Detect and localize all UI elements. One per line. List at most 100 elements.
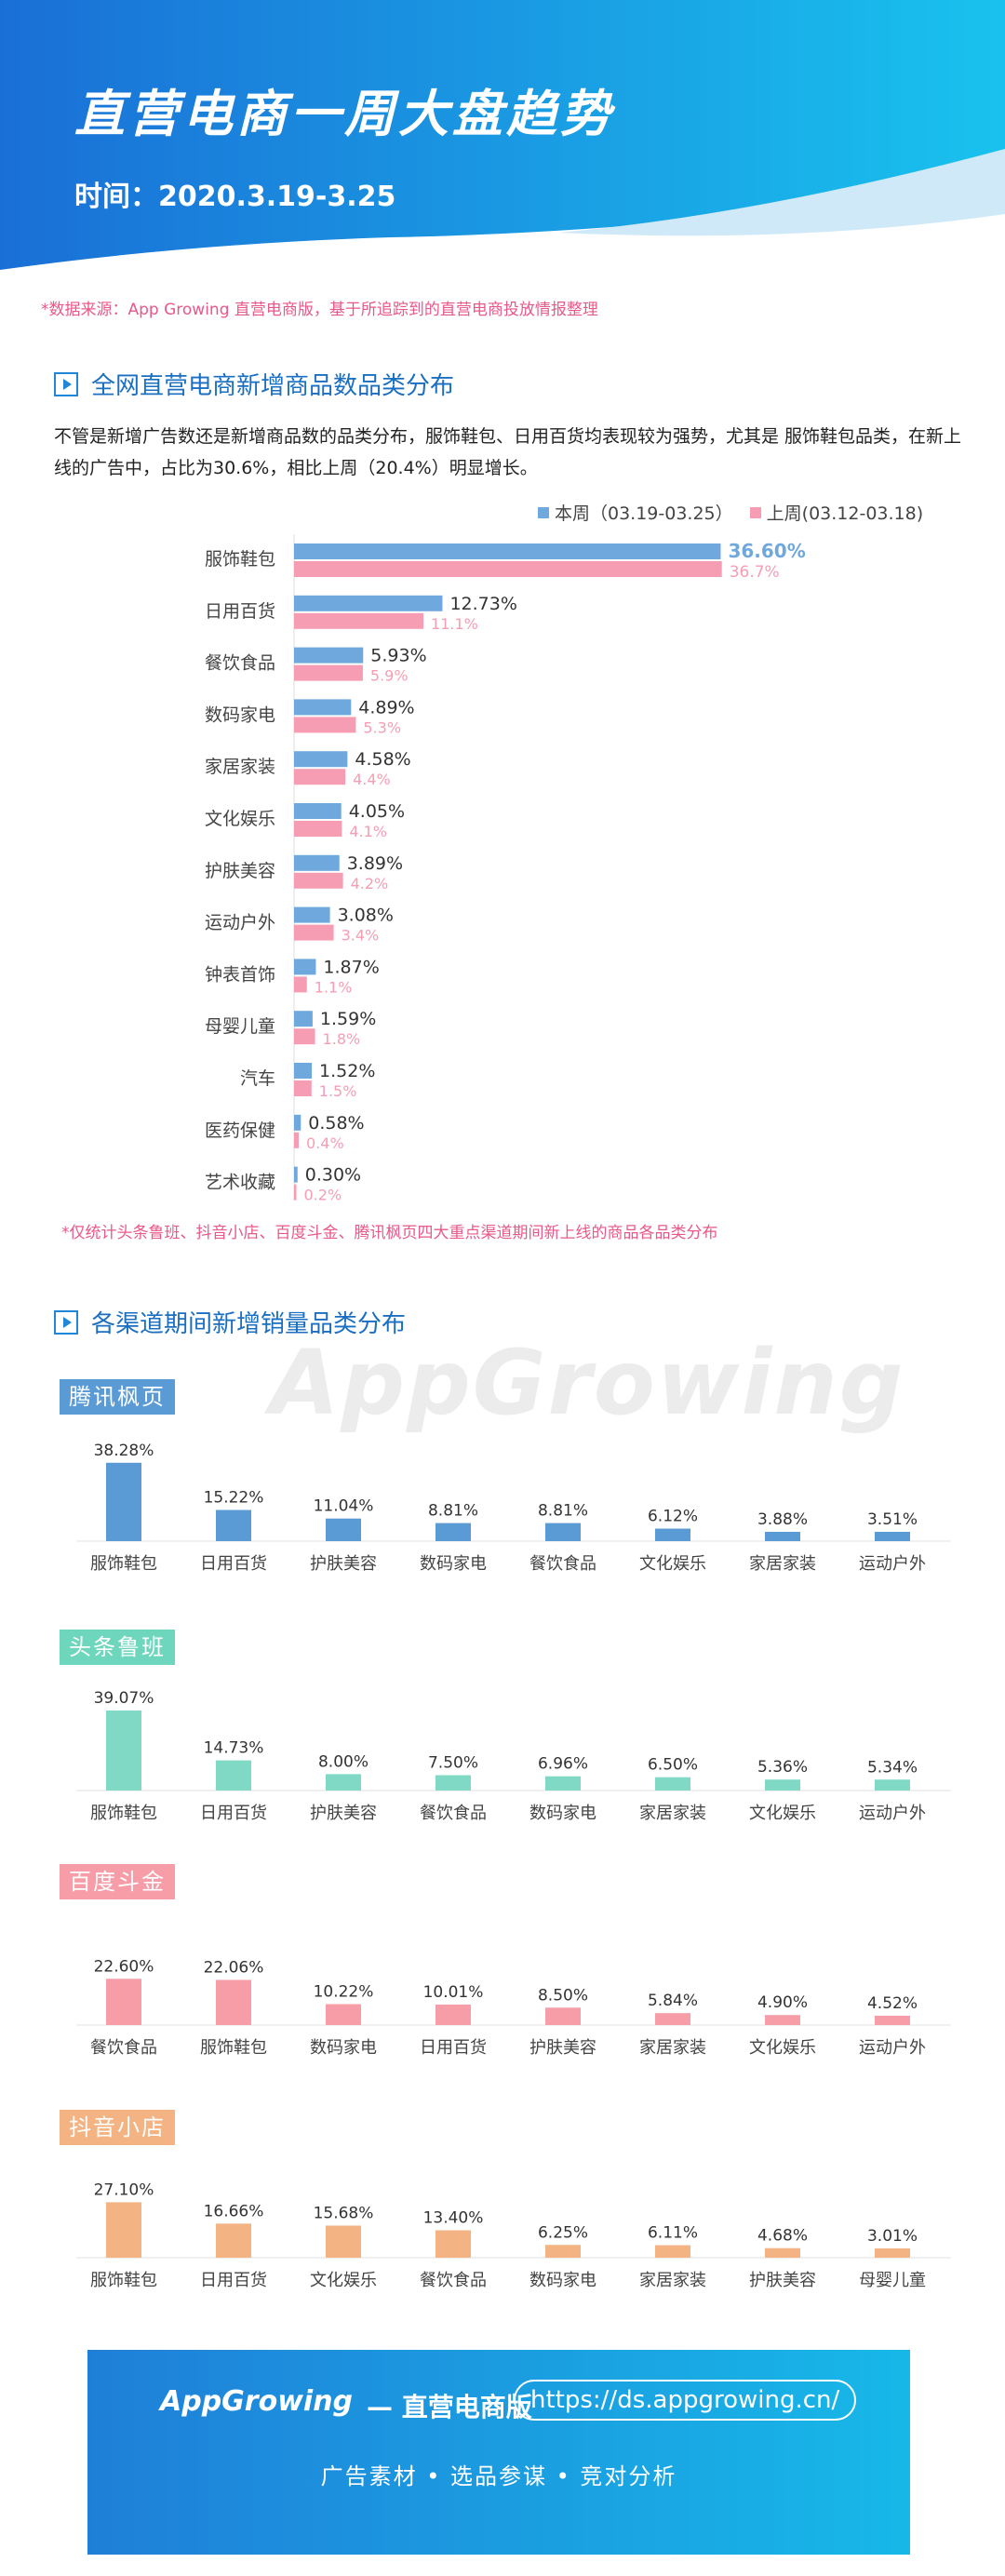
category-label: 汽车	[240, 1068, 275, 1089]
bar-last-week	[294, 664, 363, 681]
bar	[765, 2015, 800, 2025]
legend-last-week-label: 上周(03.12-03.18)	[766, 503, 924, 524]
data-source-note: *数据来源：App Growing 直营电商版，基于所追踪到的直营电商投放情报整…	[41, 301, 598, 319]
footer-url-link[interactable]: https://ds.appgrowing.cn/	[514, 2380, 857, 2421]
value-label-last-week: 1.8%	[323, 1030, 361, 1048]
category-label: 餐饮食品	[90, 2038, 157, 2058]
bar-this-week	[294, 854, 340, 871]
footer-brand-logo: AppGrowing	[160, 2385, 354, 2418]
value-label-last-week: 5.3%	[363, 718, 401, 736]
category-label: 餐饮食品	[205, 653, 275, 674]
section1-description: 不管是新增广告数还是新增商品数的品类分布，服饰鞋包、日用百货均表现较为强势，尤其…	[54, 426, 962, 478]
category-label: 护肤美容	[529, 2038, 596, 2058]
value-label: 10.01%	[423, 1983, 484, 2002]
value-label-this-week: 1.52%	[319, 1061, 375, 1081]
bar	[326, 2225, 361, 2258]
category-label: 运动户外	[205, 913, 275, 933]
category-label: 日用百货	[205, 601, 275, 622]
value-label-this-week: 1.59%	[320, 1009, 376, 1029]
category-label: 日用百货	[200, 1804, 267, 1823]
value-label: 3.51%	[867, 1510, 918, 1529]
bar	[765, 1779, 800, 1791]
bar-this-week	[294, 803, 342, 819]
bar-this-week	[294, 1114, 302, 1131]
value-label-this-week: 4.89%	[358, 697, 414, 718]
section1-footnote: *仅统计头条鲁班、抖音小店、百度斗金、腾讯枫页四大重点渠道期间新上线的商品各品类…	[61, 1224, 718, 1242]
bar	[106, 2202, 141, 2258]
value-label: 8.81%	[428, 1502, 478, 1521]
category-label: 餐饮食品	[420, 2271, 487, 2290]
bar	[655, 1777, 690, 1791]
bar-last-week	[294, 769, 346, 785]
category-label: 艺术收藏	[205, 1173, 275, 1193]
channel-chart-douyin: 27.10% 服饰鞋包 16.66% 日用百货 15.68% 文化娱乐 13.40% 餐饮食品…	[76, 2180, 951, 2290]
value-label: 27.10%	[94, 2180, 154, 2199]
value-label-last-week: 4.1%	[349, 823, 387, 840]
bar-last-week	[294, 612, 424, 629]
value-label-last-week: 11.1%	[431, 615, 478, 633]
value-label: 16.66%	[204, 2202, 264, 2220]
category-label: 母婴儿童	[859, 2271, 926, 2290]
category-label: 母婴儿童	[205, 1016, 275, 1037]
legend-last-week: 上周(03.12-03.18)	[749, 500, 924, 525]
bar	[875, 1532, 910, 1541]
header-banner: 直营电商一周大盘趋势 时间：2020.3.19-3.25	[0, 0, 1005, 307]
category-label: 护肤美容	[749, 2271, 816, 2290]
category-label: 家居家装	[205, 757, 275, 777]
section2-heading: 各渠道期间新增销量品类分布	[54, 1305, 406, 1339]
footer-product-name: — 直营电商版	[367, 2392, 532, 2422]
bar-this-week	[294, 595, 443, 611]
category-label: 护肤美容	[310, 1804, 377, 1823]
bar	[436, 2230, 471, 2258]
section2-title: 各渠道期间新增销量品类分布	[91, 1310, 407, 1338]
legend-this-week-label: 本周（03.19-03.25）	[555, 503, 733, 524]
bar-this-week	[294, 751, 348, 768]
chart-legend: 本周（03.19-03.25） 上周(03.12-03.18)	[538, 500, 940, 525]
category-label: 数码家电	[529, 1804, 596, 1823]
play-icon	[54, 371, 78, 396]
value-label: 15.68%	[314, 2205, 374, 2223]
value-label: 14.73%	[204, 1739, 264, 1758]
value-label-last-week: 0.4%	[306, 1134, 344, 1152]
category-bar-chart: 服饰鞋包 36.60%36.7%日用百货 12.73%11.1%餐饮食品 5.93%5…	[205, 534, 806, 1201]
bar-last-week	[294, 821, 342, 837]
value-label-last-week: 3.4%	[342, 927, 380, 945]
value-label-last-week: 36.7%	[730, 563, 780, 582]
legend-swatch-last-week	[749, 506, 761, 518]
bar-this-week	[294, 1063, 313, 1079]
section1-heading: 全网直营电商新增商品数品类分布	[54, 367, 454, 401]
bar-last-week	[294, 1184, 297, 1201]
value-label-last-week: 5.9%	[370, 667, 409, 685]
category-label: 日用百货	[200, 2271, 267, 2290]
bar	[765, 2247, 800, 2258]
category-label: 服饰鞋包	[90, 1554, 157, 1574]
value-label-this-week: 4.58%	[355, 749, 410, 770]
value-label: 5.84%	[648, 1992, 698, 2010]
value-label-this-week: 0.30%	[305, 1165, 361, 1186]
category-label: 医药保健	[205, 1120, 275, 1141]
category-label: 数码家电	[420, 1554, 487, 1574]
bar	[106, 1979, 141, 2025]
category-label: 数码家电	[310, 2038, 377, 2058]
category-label: 餐饮食品	[420, 1804, 487, 1823]
legend-swatch-this-week	[538, 506, 549, 518]
value-label-this-week: 5.93%	[370, 646, 426, 666]
category-label: 家居家装	[749, 1554, 816, 1574]
bar	[545, 2245, 581, 2258]
channel-chart-baidu: 22.60% 餐饮食品 22.06% 服饰鞋包 10.22% 数码家电 10.01% 日用百货…	[76, 1957, 951, 2058]
bar	[436, 1775, 471, 1791]
value-label: 4.90%	[757, 1993, 808, 2012]
bar	[326, 1518, 361, 1541]
bar	[875, 2248, 910, 2258]
value-label: 3.01%	[867, 2227, 918, 2246]
value-label: 8.00%	[318, 1752, 368, 1771]
value-label: 6.50%	[648, 1756, 698, 1775]
play-icon	[54, 1309, 78, 1335]
category-label: 文化娱乐	[639, 1554, 706, 1574]
category-label: 钟表首饰	[205, 964, 275, 985]
category-label: 餐饮食品	[529, 1554, 596, 1574]
value-label: 4.52%	[867, 1994, 918, 2013]
value-label: 5.36%	[757, 1758, 808, 1777]
value-label: 11.04%	[314, 1497, 374, 1516]
channel-label-tencent: 腾讯枫页	[60, 1379, 175, 1415]
